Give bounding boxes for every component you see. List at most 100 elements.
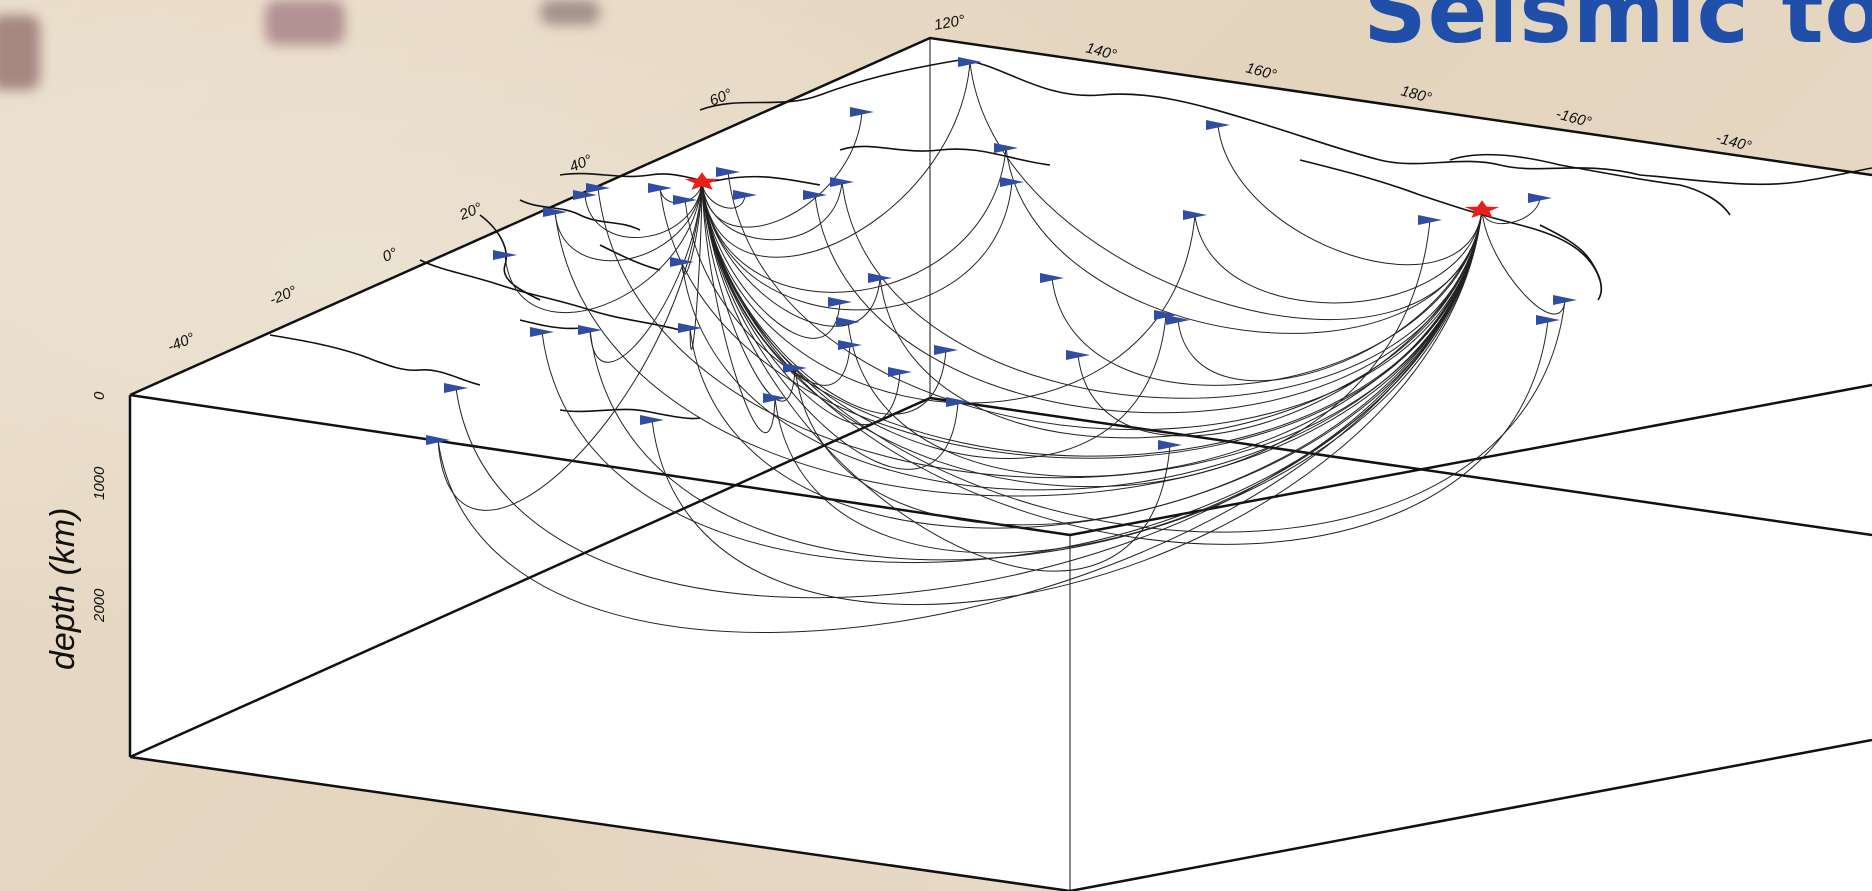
event-aleutians-star-icon — [1464, 200, 1500, 218]
front-face — [130, 395, 1070, 891]
station-flag-icon — [543, 207, 567, 217]
lon-label-minus160: -160° — [1554, 105, 1593, 131]
ray-path — [651, 209, 1483, 605]
lat-label-minus20: -20° — [267, 283, 299, 309]
station-flag-icon — [670, 257, 694, 267]
back-left-bottom-edge — [129, 396, 931, 759]
ray-path — [701, 181, 1171, 572]
ray-path — [701, 181, 841, 339]
station-flag-icon — [868, 273, 892, 283]
ray-path — [701, 181, 843, 241]
station-flag-icon — [1206, 120, 1230, 130]
station-flag-icon — [850, 107, 874, 117]
ray-path — [554, 209, 1483, 497]
background-blur-1 — [0, 15, 40, 90]
station-flag-icon — [934, 345, 958, 355]
station-flag-icon — [426, 435, 450, 445]
background-blur-3 — [540, 0, 600, 25]
ray-path — [681, 209, 1483, 491]
page-title: Seismic to — [1363, 0, 1872, 63]
ray-path — [701, 181, 796, 402]
front-top-edge — [129, 393, 1071, 537]
ray-path — [727, 171, 1483, 430]
station-flag-icon — [803, 190, 827, 200]
station-flag-icon — [783, 363, 807, 373]
ray-path — [701, 181, 881, 327]
ray-path — [701, 181, 1167, 459]
ray-path — [847, 209, 1483, 477]
station-flag-icon — [578, 325, 602, 335]
station-flag-icon — [1183, 210, 1207, 220]
station-flag-icon — [888, 367, 912, 377]
station-flag-icon — [493, 250, 517, 260]
station-flag-icon — [763, 393, 787, 403]
station-flag-icon — [830, 177, 854, 187]
lon-label-minus140: -140° — [1714, 129, 1753, 155]
station-flag-icon — [1418, 215, 1442, 225]
ray-path — [1217, 124, 1483, 266]
ray-path — [455, 209, 1483, 599]
station-flag-icon — [733, 190, 757, 200]
ray-path — [701, 181, 776, 434]
station-flag-icon — [836, 317, 860, 327]
station-flag-icon — [573, 190, 597, 200]
depth-tick-2000: 2000 — [91, 588, 108, 623]
back-right-bottom-edge — [929, 396, 1872, 537]
right-face — [1070, 385, 1872, 891]
lon-label-180: 180° — [1399, 82, 1433, 106]
depth-axis: 0 1000 2000 depth (km) — [44, 391, 108, 670]
station-flag-icon — [994, 143, 1018, 153]
station-flag-icon — [678, 323, 702, 333]
stations — [426, 57, 1577, 450]
ray-path — [1194, 209, 1483, 304]
background-blur-2 — [265, 0, 345, 45]
ray-path — [1077, 209, 1483, 437]
map-outline — [129, 36, 1872, 397]
ray-path — [437, 209, 1483, 633]
event-japan-star-icon — [684, 172, 720, 190]
lat-label-minus40: -40° — [165, 330, 197, 356]
station-flag-icon — [444, 383, 468, 393]
ray-path — [794, 209, 1483, 526]
station-flag-icon — [1066, 350, 1090, 360]
ray-paths — [437, 61, 1566, 633]
ray-path — [1481, 197, 1541, 225]
lat-label-40: 40° — [567, 151, 594, 175]
ray-path — [879, 209, 1483, 439]
station-flag-icon — [1040, 273, 1064, 283]
right-bottom-edge — [1069, 738, 1872, 891]
depth-tick-1000: 1000 — [91, 466, 108, 500]
ray-path — [1051, 209, 1483, 386]
ray-path — [841, 181, 1483, 399]
depth-tick-0: 0 — [91, 391, 108, 400]
station-flag-icon — [1536, 315, 1560, 325]
coastlines — [269, 59, 1872, 420]
lat-label-20: 20° — [456, 199, 484, 224]
ray-path — [584, 181, 703, 238]
ray-path — [554, 181, 703, 262]
ray-path — [689, 181, 703, 350]
ray-path — [701, 181, 746, 209]
station-flag-icon — [838, 340, 862, 350]
ray-path — [437, 181, 703, 511]
station-flag-icon — [586, 183, 610, 193]
lon-label-160: 160° — [1244, 59, 1278, 83]
station-flag-icon — [673, 195, 697, 205]
depth-axis-label: depth (km) — [44, 508, 82, 671]
station-flag-icon — [530, 327, 554, 337]
events — [684, 172, 1500, 218]
station-flag-icon — [640, 415, 664, 425]
ray-path — [589, 181, 703, 363]
ray-path — [589, 209, 1483, 561]
ray-path — [969, 61, 1483, 321]
station-flag-icon — [1553, 295, 1577, 305]
station-flag-icon — [1528, 193, 1552, 203]
ray-path — [701, 181, 959, 470]
station-flag-icon — [958, 57, 982, 67]
station-flag-icon — [716, 167, 740, 177]
front-bottom-edge — [129, 755, 1071, 891]
station-flag-icon — [1158, 440, 1182, 450]
station-flag-icon — [946, 397, 970, 407]
lat-label-60: 60° — [707, 85, 734, 109]
